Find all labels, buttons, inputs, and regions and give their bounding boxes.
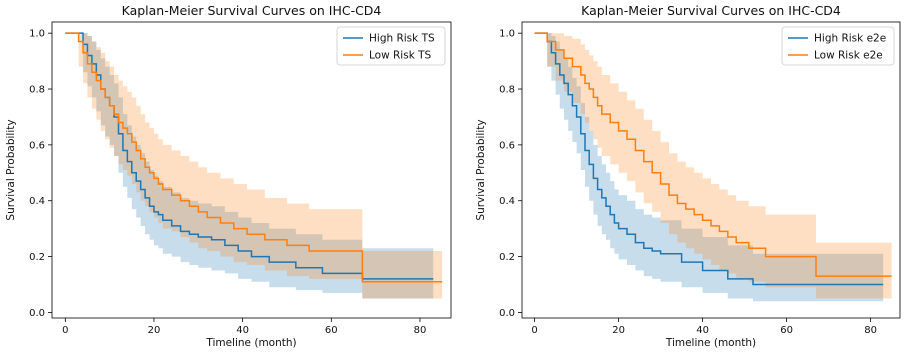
confidence-band <box>65 33 434 299</box>
confidence-band <box>534 33 892 299</box>
legend-label: High Risk e2e <box>814 33 886 45</box>
x-tick-label: 40 <box>236 325 249 336</box>
y-axis-label: Survival Probability <box>475 119 487 220</box>
x-axis-label: Timeline (month) <box>205 337 296 349</box>
x-tick-label: 0 <box>62 325 68 336</box>
x-tick-label: 60 <box>325 325 338 336</box>
legend-label: Low Risk TS <box>369 50 432 62</box>
axes-frame <box>521 21 901 319</box>
y-tick-label: 0.0 <box>29 308 45 319</box>
survival-curve <box>534 32 892 277</box>
x-axis-label: Timeline (month) <box>665 337 756 349</box>
x-tick-label: 80 <box>864 325 877 336</box>
y-tick-label: 0.8 <box>29 85 45 96</box>
y-axis-label: Survival Probability <box>5 119 17 220</box>
chart-panel-2: Kaplan-Meier Survival Curves on IHC-CD4 0… <box>475 3 901 349</box>
x-tick-label: 60 <box>780 325 793 336</box>
confidence-band <box>65 33 443 302</box>
confidence-band <box>534 33 884 302</box>
legend-label: High Risk TS <box>369 33 435 45</box>
y-tick-label: 0.8 <box>499 85 515 96</box>
legend: High Risk TS Low Risk TS <box>336 26 446 66</box>
axes-frame <box>51 21 452 319</box>
y-tick-label: 1.0 <box>499 29 515 40</box>
x-tick-label: 20 <box>612 325 625 336</box>
y-tick-label: 0.6 <box>29 140 45 151</box>
y-tick-label: 0.2 <box>499 252 515 263</box>
legend: High Risk e2e Low Risk e2e <box>781 26 895 66</box>
x-tick-label: 80 <box>414 325 427 336</box>
legend-label: Low Risk e2e <box>814 50 883 62</box>
chart-panel-1: Kaplan-Meier Survival Curves on IHC-CD4 0… <box>5 3 452 349</box>
survival-curve <box>65 32 443 283</box>
y-tick-label: 0.2 <box>29 252 45 263</box>
y-tick-label: 0.6 <box>499 140 515 151</box>
legend-box <box>336 26 446 66</box>
y-tick-label: 0.4 <box>499 196 515 207</box>
y-tick-label: 0.0 <box>499 308 515 319</box>
chart-title: Kaplan-Meier Survival Curves on IHC-CD4 <box>122 3 382 18</box>
chart-title: Kaplan-Meier Survival Curves on IHC-CD4 <box>581 3 841 18</box>
survival-curve <box>534 32 884 286</box>
y-tick-label: 0.4 <box>29 196 45 207</box>
y-tick-label: 1.0 <box>29 29 45 40</box>
x-tick-label: 0 <box>531 325 537 336</box>
x-tick-label: 40 <box>696 325 709 336</box>
legend-box <box>781 26 895 66</box>
x-tick-label: 20 <box>148 325 161 336</box>
